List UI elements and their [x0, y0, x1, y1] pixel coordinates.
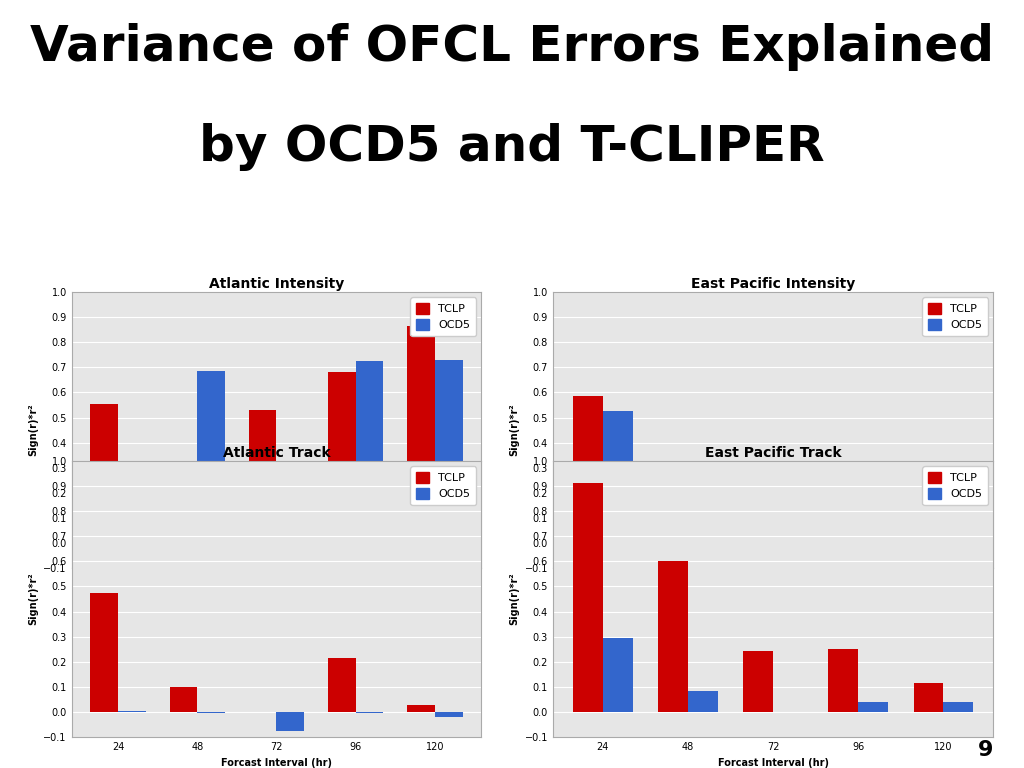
Title: Atlantic Track: Atlantic Track [222, 445, 331, 459]
Bar [858, 702, 888, 712]
Y-axis label: Sign(r)*r²: Sign(r)*r² [509, 404, 519, 456]
Bar [118, 519, 145, 543]
X-axis label: Forcast Interval (hr): Forcast Interval (hr) [718, 589, 828, 599]
Title: East Pacific Intensity: East Pacific Intensity [691, 276, 855, 290]
Bar [658, 479, 688, 543]
Legend: TCLP, OCD5: TCLP, OCD5 [411, 297, 476, 336]
X-axis label: Forcast Interval (hr): Forcast Interval (hr) [221, 758, 332, 768]
Bar [276, 712, 304, 731]
Bar [773, 535, 803, 543]
Bar [913, 531, 943, 543]
X-axis label: Forcast Interval (hr): Forcast Interval (hr) [718, 758, 828, 768]
Bar [328, 658, 355, 712]
X-axis label: Forcast Interval (hr): Forcast Interval (hr) [221, 589, 332, 599]
Bar [688, 690, 718, 712]
Bar [913, 684, 943, 712]
Bar [118, 711, 145, 712]
Bar [603, 638, 633, 712]
Bar [249, 410, 276, 543]
Bar [688, 472, 718, 543]
Bar [743, 650, 773, 712]
Bar [828, 649, 858, 712]
Bar [435, 712, 463, 717]
Bar [355, 712, 383, 713]
Text: Variance of OFCL Errors Explained: Variance of OFCL Errors Explained [30, 23, 994, 71]
Bar [170, 521, 198, 543]
Y-axis label: Sign(r)*r²: Sign(r)*r² [509, 573, 519, 625]
Bar [603, 411, 633, 543]
Bar [435, 359, 463, 543]
Bar [943, 702, 973, 712]
Text: by OCD5 and T-CLIPER: by OCD5 and T-CLIPER [200, 123, 824, 171]
Title: East Pacific Track: East Pacific Track [705, 445, 842, 459]
Bar [828, 543, 858, 552]
Bar [658, 561, 688, 712]
Bar [573, 396, 603, 543]
Bar [198, 371, 225, 543]
Bar [90, 404, 118, 543]
Bar [408, 704, 435, 712]
Y-axis label: Sign(r)*r²: Sign(r)*r² [28, 404, 38, 456]
Bar [355, 361, 383, 543]
Text: 9: 9 [978, 740, 993, 760]
Title: Atlantic Intensity: Atlantic Intensity [209, 276, 344, 290]
Bar [408, 326, 435, 543]
Legend: TCLP, OCD5: TCLP, OCD5 [411, 466, 476, 505]
Bar [328, 372, 355, 543]
Bar [276, 542, 304, 543]
Legend: TCLP, OCD5: TCLP, OCD5 [923, 297, 988, 336]
Bar [858, 523, 888, 543]
Bar [573, 483, 603, 712]
Bar [198, 712, 225, 713]
Bar [170, 687, 198, 712]
Bar [90, 593, 118, 712]
Legend: TCLP, OCD5: TCLP, OCD5 [923, 466, 988, 505]
Y-axis label: Sign(r)*r²: Sign(r)*r² [28, 573, 38, 625]
